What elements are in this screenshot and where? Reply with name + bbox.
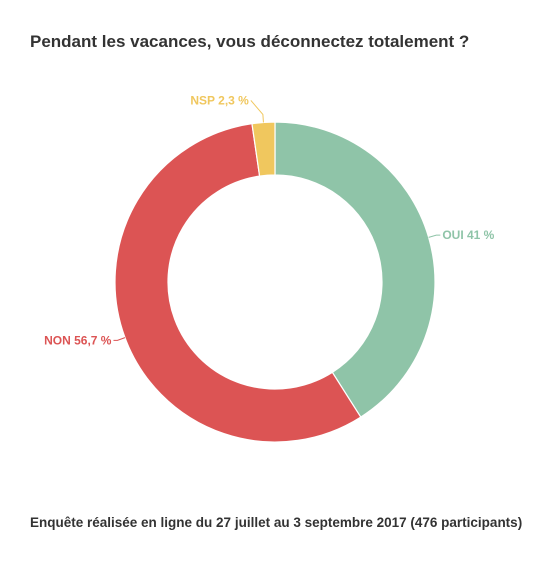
label-oui: OUI 41 % <box>442 228 494 242</box>
label-non: NON 56,7 % <box>44 333 112 347</box>
slice-oui[interactable] <box>274 121 436 418</box>
connector-nsp <box>250 100 264 123</box>
label-nsp: NSP 2,3 % <box>190 93 249 107</box>
chart-title: Pendant les vacances, vous déconnectez t… <box>30 32 470 51</box>
slice-non[interactable] <box>114 122 362 443</box>
connector-non <box>113 337 126 341</box>
slice-nsp[interactable] <box>251 121 276 177</box>
chart-footnote: Enquête réalisée en ligne du 27 juillet … <box>30 515 523 530</box>
connector-oui <box>428 234 441 238</box>
